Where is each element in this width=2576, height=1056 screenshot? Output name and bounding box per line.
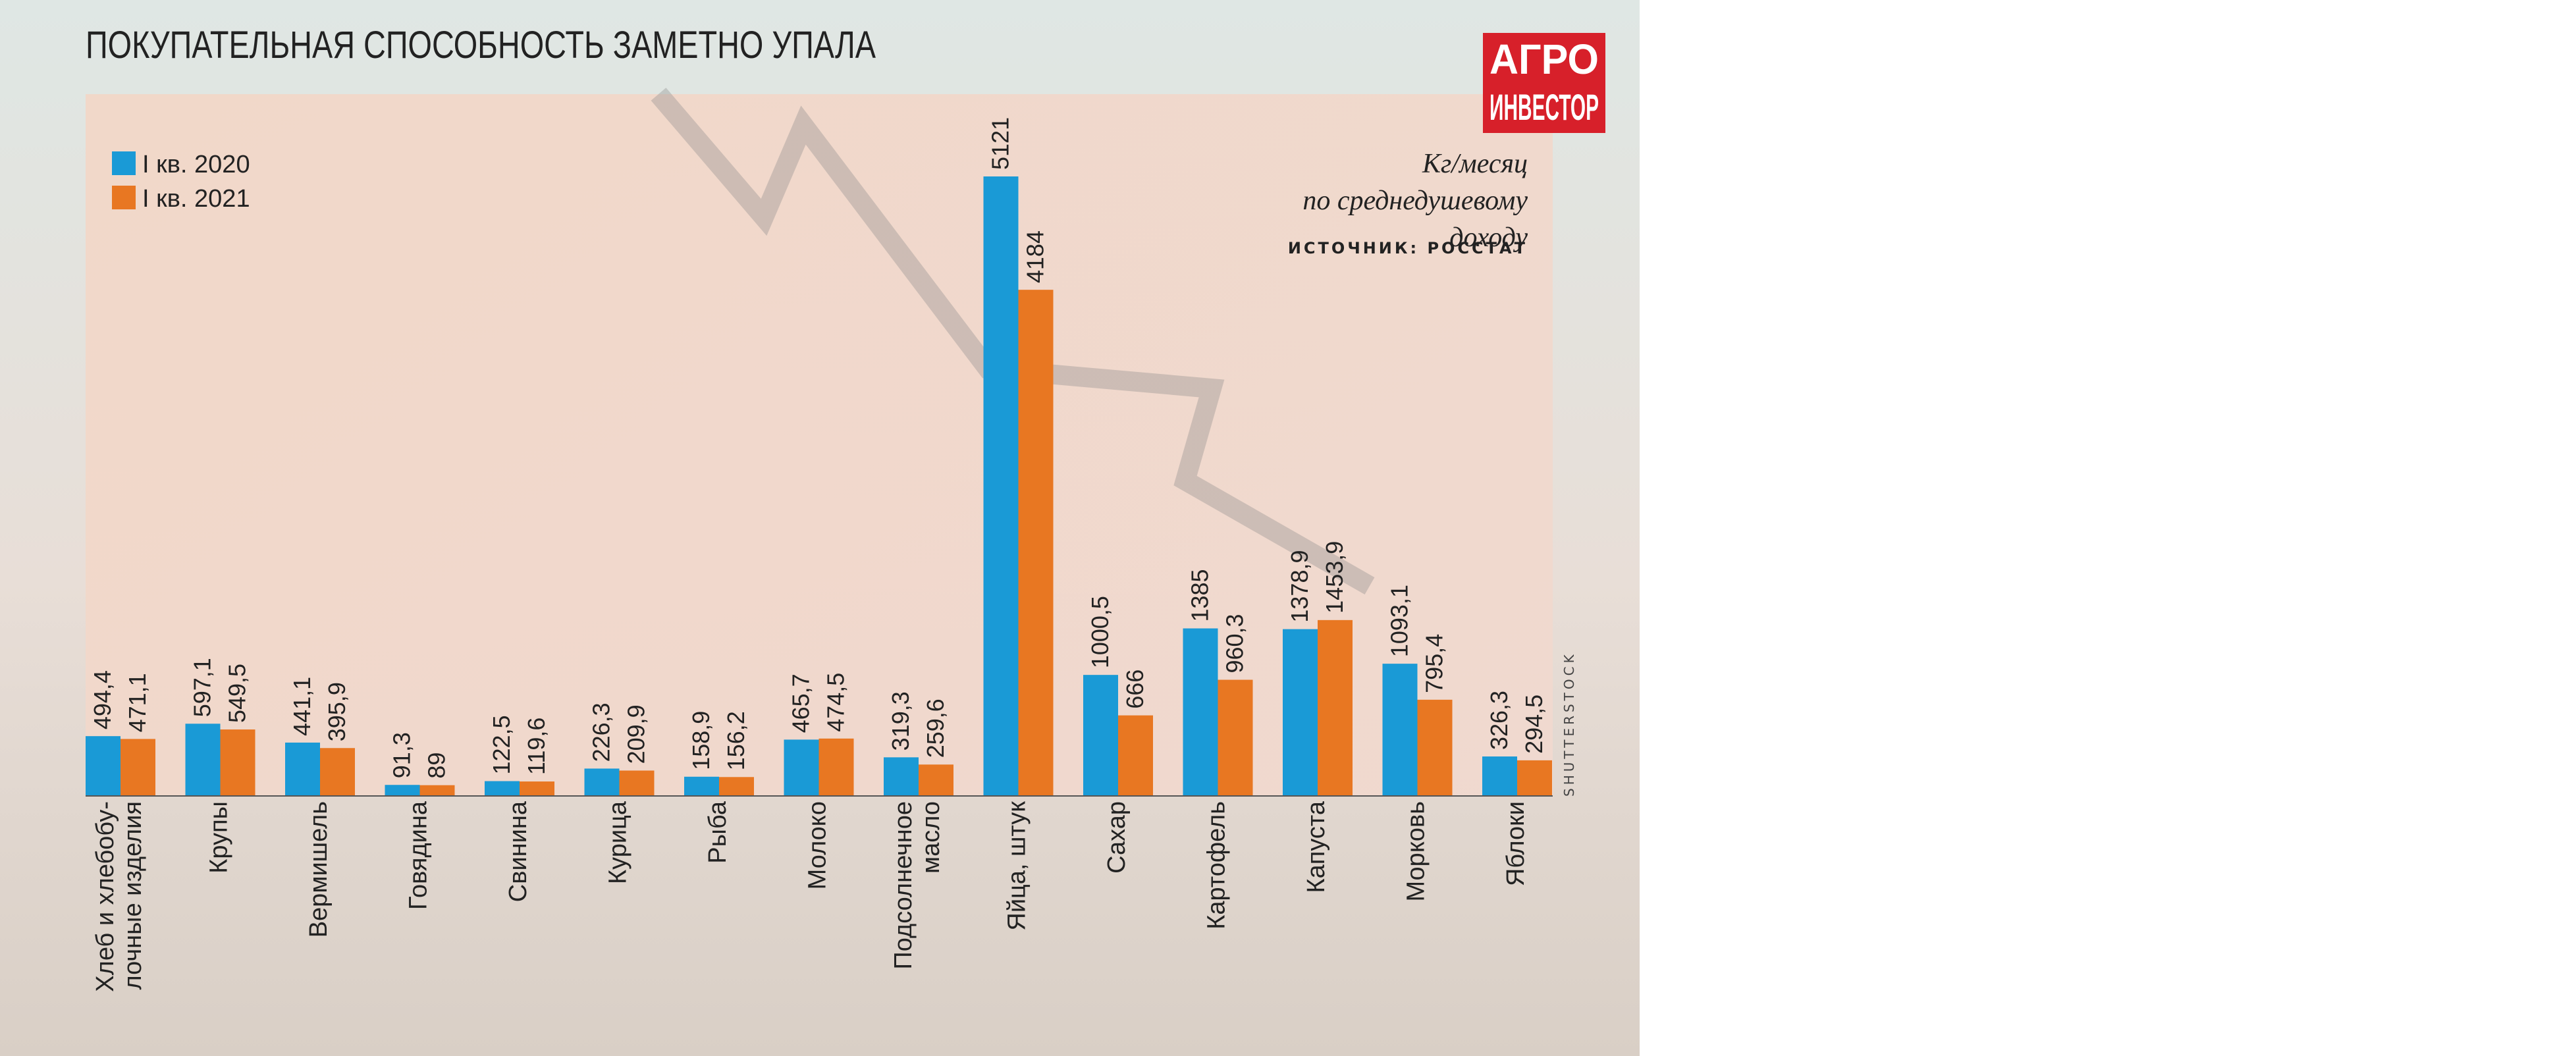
data-label: 395,9 — [323, 682, 350, 741]
bar — [1183, 628, 1218, 796]
data-label: 465,7 — [788, 673, 815, 733]
x-tick-label: Сахар — [1103, 801, 1131, 874]
logo-text: ИНВЕСТОР — [1489, 86, 1599, 128]
bar — [86, 736, 121, 796]
credit: SHUTTERSTOCK — [1561, 651, 1577, 797]
x-tick-label: Хлеб и хлебобу-лочные изделия — [92, 801, 147, 992]
bar — [1318, 620, 1353, 796]
bar — [121, 739, 155, 796]
data-label: 1093,1 — [1386, 585, 1413, 657]
data-label: 158,9 — [687, 711, 714, 770]
bar — [983, 176, 1019, 796]
bar — [684, 776, 719, 796]
x-tick-label: Картофель — [1203, 801, 1231, 930]
data-label: 1453,9 — [1321, 541, 1348, 614]
bar — [1218, 679, 1253, 796]
x-tick-label: Вермишель — [305, 801, 333, 937]
x-tick-label: Яблоки — [1502, 801, 1530, 886]
bar — [1083, 675, 1118, 796]
legend-swatch — [112, 186, 136, 209]
x-tick-label: Капуста — [1302, 801, 1330, 893]
data-label: 319,3 — [887, 691, 914, 751]
bar — [320, 748, 355, 796]
data-label: 666 — [1121, 670, 1148, 709]
source: ИСТОЧНИК: РОССТАТ — [1288, 239, 1528, 257]
bar — [784, 739, 819, 796]
data-label: 441,1 — [288, 677, 315, 736]
bar — [1283, 629, 1318, 796]
bar — [285, 742, 320, 796]
data-label: 259,6 — [922, 699, 949, 758]
logo-text: АГРО — [1489, 36, 1599, 83]
data-label: 209,9 — [623, 704, 650, 764]
bar — [919, 764, 953, 796]
bar — [1018, 290, 1054, 796]
x-tick-label: Говядина — [405, 801, 433, 910]
data-label: 960,3 — [1221, 614, 1248, 673]
bar — [220, 729, 255, 796]
bar — [419, 785, 455, 796]
x-tick-label: Подсолнечноемасло — [890, 801, 945, 970]
bar — [1517, 760, 1552, 796]
data-label: 326,3 — [1486, 691, 1513, 750]
x-tick-label: Рыба — [704, 801, 732, 864]
x-tick-label: Молоко — [804, 801, 832, 889]
x-tick-label: Яйца, штук — [1004, 801, 1031, 931]
bar — [719, 777, 754, 796]
legend-label: I кв. 2021 — [142, 185, 250, 213]
data-label: 1385 — [1187, 569, 1214, 621]
bar — [584, 768, 620, 796]
unit-note: по среднедушевому — [1302, 186, 1528, 216]
data-label: 471,1 — [124, 673, 151, 732]
data-label: 474,5 — [822, 673, 849, 732]
legend-swatch — [112, 151, 136, 175]
data-label: 122,5 — [488, 715, 515, 774]
bar — [1382, 664, 1418, 796]
data-label: 4184 — [1022, 230, 1049, 283]
data-label: 1378,9 — [1286, 550, 1313, 623]
x-tick-label: Свинина — [504, 801, 532, 902]
bar — [818, 738, 854, 796]
bar — [485, 781, 520, 796]
bar — [520, 781, 554, 796]
bar — [619, 770, 655, 796]
data-label: 494,4 — [89, 670, 116, 729]
data-label: 294,5 — [1520, 695, 1547, 754]
bar — [884, 757, 919, 796]
legend-label: I кв. 2020 — [142, 151, 250, 178]
data-label: 156,2 — [722, 711, 749, 770]
data-label: 597,1 — [189, 658, 216, 717]
bar — [385, 785, 420, 796]
data-label: 91,3 — [389, 732, 416, 778]
data-label: 89 — [423, 752, 450, 779]
bar — [185, 724, 221, 796]
unit-note: Кг/месяц — [1422, 149, 1528, 179]
data-label: 119,6 — [523, 718, 550, 775]
x-tick-label: Курица — [604, 801, 632, 884]
x-tick-label: Крупы — [205, 801, 233, 874]
data-label: 5121 — [987, 117, 1014, 170]
x-tick-label: Морковь — [1403, 801, 1430, 902]
bar — [1482, 756, 1517, 796]
unit-note: доходу — [1449, 223, 1528, 253]
data-label: 549,5 — [224, 664, 251, 723]
bar — [1417, 699, 1453, 796]
chart-title: ПОКУПАТЕЛЬНАЯ СПОСОБНОСТЬ ЗАМЕТНО УПАЛА — [86, 24, 876, 66]
data-label: 795,4 — [1421, 634, 1448, 693]
logo-box — [1483, 33, 1605, 133]
data-label: 1000,5 — [1087, 596, 1114, 668]
bar — [1118, 715, 1153, 796]
data-label: 226,3 — [588, 702, 615, 762]
